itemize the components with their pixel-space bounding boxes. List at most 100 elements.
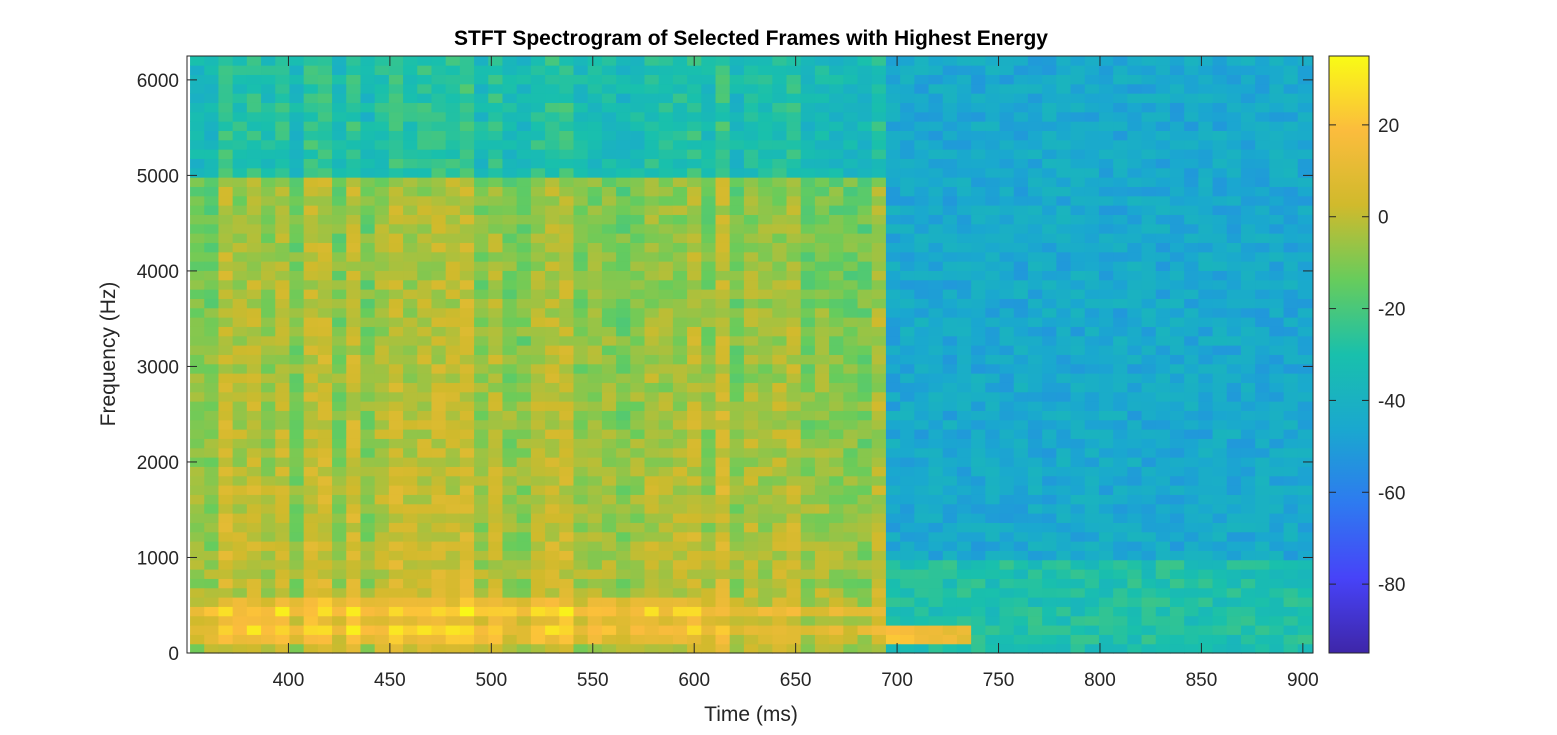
heatmap-cell <box>346 401 362 411</box>
heatmap-cell <box>1240 121 1256 131</box>
heatmap-cell <box>871 83 887 94</box>
heatmap-cell <box>502 391 518 402</box>
heatmap-cell <box>743 158 759 169</box>
heatmap-cell <box>1042 625 1057 635</box>
heatmap-cell <box>1198 391 1214 402</box>
heatmap-cell <box>971 494 986 505</box>
heatmap-cell <box>1027 186 1043 197</box>
heatmap-cell <box>317 289 333 299</box>
heatmap-cell <box>417 625 433 635</box>
heatmap-cell <box>559 429 575 439</box>
heatmap-cell <box>758 326 773 337</box>
heatmap-cell <box>1141 74 1157 85</box>
heatmap-cell <box>985 438 1001 449</box>
heatmap-cell <box>900 186 915 197</box>
heatmap-cell <box>346 494 362 505</box>
heatmap-cell <box>289 597 305 607</box>
heatmap-cell <box>601 121 617 131</box>
heatmap-cell <box>516 270 532 281</box>
heatmap-cell <box>1155 130 1171 141</box>
heatmap-cell <box>829 513 844 523</box>
heatmap-cell <box>800 643 816 654</box>
heatmap-cell <box>289 335 305 346</box>
heatmap-cell <box>715 559 731 570</box>
heatmap-cell <box>587 401 603 411</box>
heatmap-cell <box>246 531 262 542</box>
heatmap-cell <box>190 317 205 327</box>
heatmap-cell <box>658 550 674 561</box>
heatmap-cell <box>445 65 461 75</box>
heatmap-cell <box>928 429 944 439</box>
heatmap-cell <box>1042 335 1057 346</box>
heatmap-cell <box>445 475 461 486</box>
heatmap-cell <box>956 447 972 458</box>
heatmap-cell <box>843 373 859 383</box>
heatmap-cell <box>701 466 717 477</box>
heatmap-cell <box>1198 373 1214 383</box>
heatmap-cell <box>573 139 589 150</box>
heatmap-cell <box>1127 559 1143 570</box>
heatmap-cell <box>829 214 844 225</box>
heatmap-cell <box>971 93 986 103</box>
heatmap-cell <box>758 597 773 607</box>
heatmap-cell <box>559 354 575 365</box>
heatmap-cell <box>814 56 830 66</box>
heatmap-cell <box>1098 531 1114 542</box>
heatmap-cell <box>403 475 418 486</box>
heatmap-cell <box>786 615 802 626</box>
heatmap-cell <box>1027 345 1043 355</box>
heatmap-cell <box>1027 270 1043 281</box>
heatmap-cell <box>417 186 433 197</box>
heatmap-cell <box>701 382 717 393</box>
heatmap-cell <box>332 251 347 262</box>
heatmap-cell <box>772 345 788 355</box>
heatmap-cell <box>275 531 291 542</box>
heatmap-cell <box>658 233 674 243</box>
heatmap-cell <box>431 317 447 327</box>
heatmap-cell <box>1269 233 1285 243</box>
heatmap-cell <box>1255 93 1270 103</box>
heatmap-cell <box>829 410 844 421</box>
heatmap-cell <box>346 457 362 467</box>
heatmap-cell <box>459 195 475 206</box>
heatmap-cell <box>403 317 418 327</box>
heatmap-cell <box>616 531 631 542</box>
heatmap-cell <box>1084 205 1100 215</box>
heatmap-cell <box>445 167 461 178</box>
heatmap-cell <box>1027 251 1043 262</box>
heatmap-cell <box>758 522 773 533</box>
heatmap-cell <box>942 242 958 253</box>
heatmap-cell <box>204 634 220 645</box>
heatmap-cell <box>772 494 788 505</box>
heatmap-cell <box>559 261 575 271</box>
heatmap-cell <box>1283 363 1299 374</box>
heatmap-cell <box>758 634 773 645</box>
heatmap-cell <box>204 419 220 430</box>
heatmap-cell <box>332 447 347 458</box>
heatmap-cell <box>814 531 830 542</box>
heatmap-cell <box>516 345 532 355</box>
heatmap-cell <box>900 298 915 309</box>
heatmap-cell <box>1155 503 1171 514</box>
heatmap-cell <box>1056 587 1072 598</box>
heatmap-cell <box>204 251 220 262</box>
heatmap-cell <box>559 438 575 449</box>
heatmap-cell <box>601 326 617 337</box>
heatmap-cell <box>559 289 575 299</box>
heatmap-cell <box>786 513 802 523</box>
heatmap-cell <box>1056 606 1072 617</box>
heatmap-cell <box>729 615 745 626</box>
heatmap-cell <box>715 65 731 75</box>
heatmap-cell <box>488 634 504 645</box>
heatmap-cell <box>786 65 802 75</box>
heatmap-cell <box>885 625 901 635</box>
heatmap-cell <box>516 457 532 467</box>
heatmap-cell <box>459 177 475 187</box>
heatmap-cell <box>1212 625 1228 635</box>
heatmap-cell <box>616 345 631 355</box>
heatmap-cell <box>346 186 362 197</box>
heatmap-cell <box>289 634 305 645</box>
heatmap-cell <box>1184 242 1199 253</box>
heatmap-cell <box>232 289 248 299</box>
heatmap-cell <box>1070 177 1086 187</box>
